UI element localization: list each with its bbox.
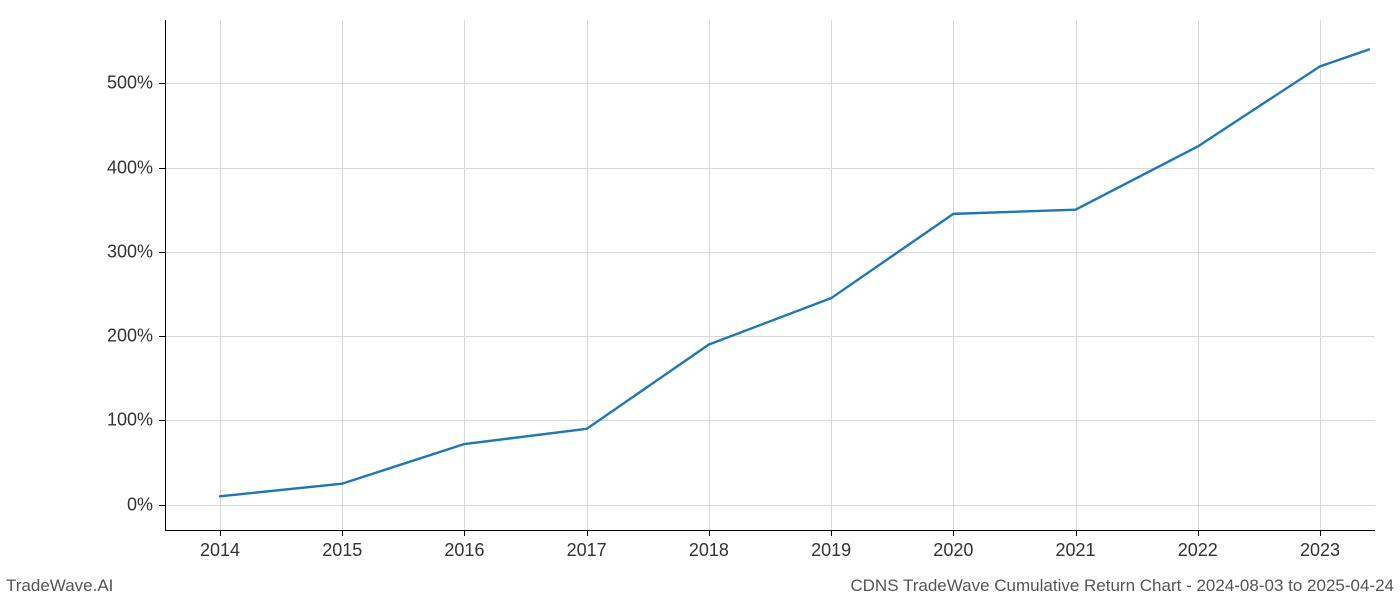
x-tick-label: 2014 [200, 540, 240, 561]
y-tick-label: 200% [73, 326, 153, 347]
y-tick-label: 400% [73, 157, 153, 178]
chart-container: 2014 2015 2016 2017 2018 2019 2020 2021 2022 2023… [0, 0, 1400, 600]
y-tick-label: 300% [73, 241, 153, 262]
x-tick-label: 2021 [1056, 540, 1096, 561]
x-axis-spine [165, 530, 1375, 531]
footer-left-text: TradeWave.AI [6, 576, 113, 596]
x-tick-label: 2017 [567, 540, 607, 561]
plot-area: 2014201520162017201820192020202120222023… [165, 20, 1375, 530]
x-tick-label: 2018 [689, 540, 729, 561]
x-tick-label: 2022 [1178, 540, 1218, 561]
x-tick-label: 2020 [933, 540, 973, 561]
y-tick-label: 0% [73, 494, 153, 515]
x-tick-label: 2019 [811, 540, 851, 561]
x-tick-label: 2015 [322, 540, 362, 561]
y-tick-label: 100% [73, 410, 153, 431]
y-tick-label: 500% [73, 73, 153, 94]
x-tick-label: 2023 [1300, 540, 1340, 561]
line-series-layer [165, 20, 1375, 530]
x-tick-label: 2016 [444, 540, 484, 561]
return-line [220, 50, 1369, 497]
footer-right-text: CDNS TradeWave Cumulative Return Chart -… [850, 576, 1394, 596]
